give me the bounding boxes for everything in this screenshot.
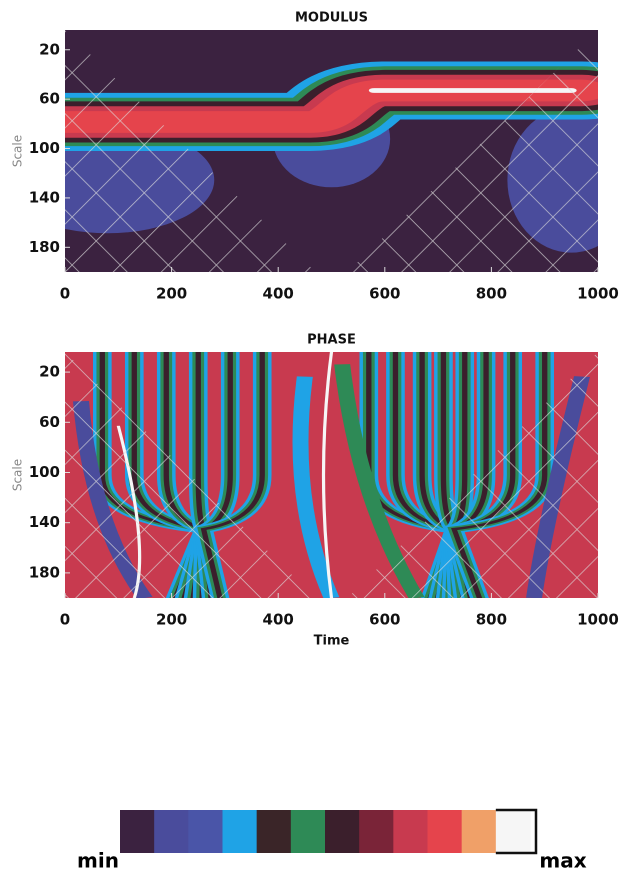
y-tick-label: 180 [29, 238, 60, 256]
y-tick-label: 20 [39, 363, 60, 381]
page: MODULUS206010014018002004006008001000Sca… [0, 0, 624, 876]
x-tick-label: 800 [476, 285, 507, 303]
y-tick-label: 140 [29, 513, 60, 531]
chart-title: PHASE [307, 333, 356, 348]
colorbar-cell [257, 810, 292, 853]
colorbar-cell [120, 810, 155, 853]
colorbar-cell [325, 810, 360, 853]
plot [1, 30, 624, 272]
colorbar-cell [291, 810, 326, 853]
y-tick-label: 60 [39, 413, 60, 431]
colorbar-min: min [77, 849, 119, 873]
y-axis-label: Scale [11, 135, 25, 167]
x-tick-label: 0 [60, 611, 70, 629]
x-tick-label: 400 [263, 285, 294, 303]
y-tick-label: 100 [29, 139, 60, 157]
y-tick-label: 140 [29, 188, 60, 206]
colorbar-max: max [539, 849, 586, 873]
x-tick-label: 400 [263, 611, 294, 629]
colorbar-cell [462, 810, 497, 853]
colorbar-cell [428, 810, 463, 853]
x-tick-label: 800 [476, 611, 507, 629]
colorbar-cell [223, 810, 258, 853]
colorbar-cell [154, 810, 189, 853]
x-axis-label: Time [314, 634, 350, 649]
chart-title: MODULUS [295, 11, 368, 26]
plot [65, 352, 598, 603]
x-tick-label: 200 [156, 611, 187, 629]
y-tick-label: 100 [29, 463, 60, 481]
colorbar-cell [496, 810, 531, 853]
x-tick-label: 1000 [577, 611, 619, 629]
colorbar-cell [188, 810, 223, 853]
y-axis-label: Scale [11, 459, 25, 491]
x-tick-label: 1000 [577, 285, 619, 303]
y-tick-label: 20 [39, 40, 60, 58]
colorbar-cell [393, 810, 428, 853]
x-tick-label: 600 [369, 285, 400, 303]
x-tick-label: 600 [369, 611, 400, 629]
x-tick-label: 200 [156, 285, 187, 303]
y-tick-label: 60 [39, 90, 60, 108]
x-tick-label: 0 [60, 285, 70, 303]
colorbar-cell [359, 810, 394, 853]
y-tick-label: 180 [29, 563, 60, 581]
